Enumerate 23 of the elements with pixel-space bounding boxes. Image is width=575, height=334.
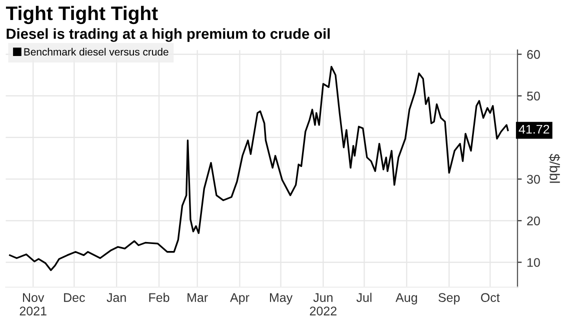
x-tick-label: Jun 2022	[310, 293, 336, 316]
y-tick-label: 60	[527, 50, 540, 59]
x-tick-label: Sep	[438, 293, 460, 304]
x-tick-label: Apr	[230, 293, 250, 304]
y-axis-title: $/bbl	[548, 154, 560, 183]
x-tick-label: Jan	[106, 293, 126, 302]
x-tick-label: Jul	[356, 292, 372, 302]
y-tick-label: 10	[527, 258, 540, 267]
legend-label: Benchmark diesel versus crude	[24, 48, 168, 56]
x-tick-label: Dec	[64, 293, 85, 302]
line-series	[9, 66, 509, 272]
x-tick-label: Aug	[396, 293, 417, 304]
x-tick-label: May	[270, 293, 293, 304]
x-tick-label: Oct	[481, 293, 500, 302]
chart-title: Tight Tight Tight	[6, 6, 158, 24]
y-tick-label: 50	[527, 92, 540, 101]
y-tick-label: 20	[527, 216, 540, 226]
annotation: 41.72	[518, 124, 550, 134]
y-tick-label: 30	[527, 174, 540, 184]
x-tick-label: Feb	[149, 292, 170, 302]
chart-subtitle: Diesel is trading at a high premium to crude oil	[6, 28, 330, 42]
x-tick-label: Nov 2021	[20, 293, 46, 316]
x-tick-label: Mar	[188, 293, 208, 302]
